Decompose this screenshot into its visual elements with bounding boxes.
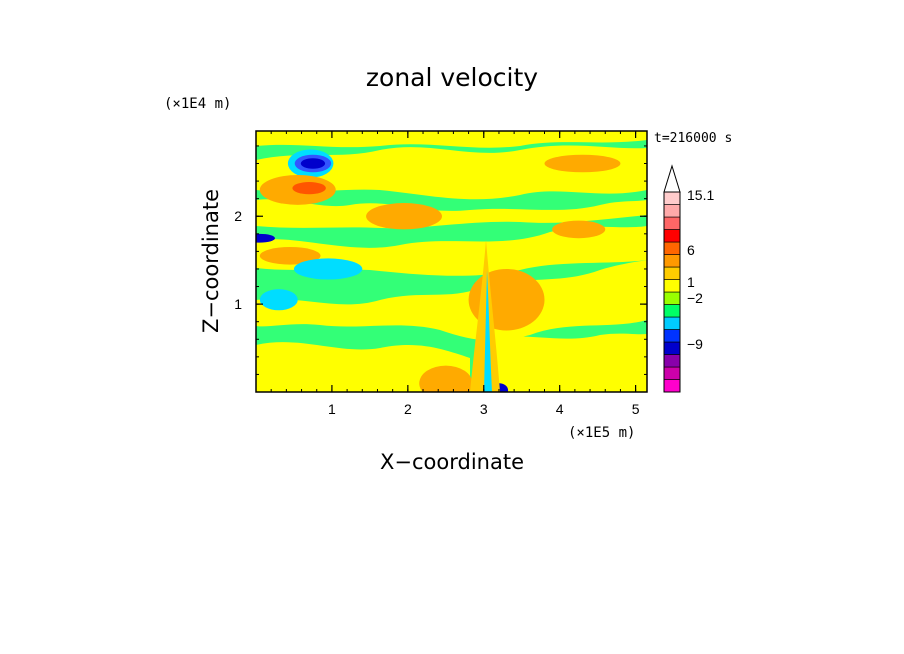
- colorbar-label: 15.1: [687, 187, 714, 203]
- plot-frame: [255, 130, 648, 393]
- colorbar-swatch: [663, 229, 681, 243]
- colorbar-frame: [663, 191, 681, 393]
- colorbar-swatch: [663, 254, 681, 268]
- contour-feature: [552, 220, 606, 239]
- contour-feature: [256, 233, 275, 243]
- contour-band: [256, 199, 647, 229]
- y-tick-label: 2: [234, 208, 242, 224]
- colorbar-swatch: [663, 341, 681, 355]
- x-tick-label: 1: [328, 401, 336, 417]
- contour-band: [256, 342, 470, 392]
- colorbar-label: 1: [687, 274, 695, 290]
- contour-band: [490, 333, 647, 392]
- contour-feature: [544, 154, 621, 173]
- y-axis: 12: [234, 145, 647, 375]
- colorbar-swatch: [663, 329, 681, 343]
- colorbar-swatch: [663, 354, 681, 368]
- x-axis: 1 2 3 4 5: [270, 131, 640, 417]
- contour-band: [256, 260, 647, 341]
- y-tick-label: 1: [234, 296, 242, 312]
- time-label: t=216000 s: [654, 131, 732, 146]
- colorbar-swatch: [663, 204, 681, 218]
- contour-band: [256, 131, 647, 148]
- contour-band: [470, 240, 500, 392]
- x-unit-label: (×1E5 m): [568, 425, 635, 441]
- contour-feature: [419, 365, 473, 392]
- colorbar-label: 6: [687, 242, 695, 258]
- y-axis-label: Z−coordinate: [199, 189, 223, 333]
- x-tick-label: 4: [556, 401, 564, 417]
- contour-feature: [259, 289, 298, 311]
- plot-area: [256, 131, 647, 392]
- contour-band: [256, 145, 647, 200]
- contour-feature: [259, 247, 321, 265]
- colorbar-swatch: [663, 216, 681, 230]
- contour-feature: [300, 158, 326, 169]
- contour-feature: [292, 181, 326, 195]
- x-tick-label: 3: [480, 401, 488, 417]
- colorbar-swatch: [663, 241, 681, 255]
- y-unit-label: (×1E4 m): [164, 96, 231, 112]
- contour-feature: [293, 258, 363, 280]
- colorbar-swatch: [663, 379, 681, 393]
- colorbar-arrow: [663, 164, 681, 193]
- contour-band: [484, 270, 492, 392]
- colorbar-swatch: [663, 191, 681, 205]
- contour-feature: [366, 203, 443, 230]
- chart-title: zonal velocity: [366, 63, 538, 92]
- colorbar-label: −9: [687, 336, 703, 352]
- x-axis-label: X−coordinate: [380, 450, 524, 474]
- contour-features: [256, 149, 621, 392]
- x-tick-label: 2: [404, 401, 412, 417]
- colorbar-swatch: [663, 304, 681, 318]
- colorbar-label: −2: [687, 290, 703, 306]
- colorbar-swatch: [663, 266, 681, 280]
- colorbar: 15.1 6 1−2 −9: [663, 164, 714, 393]
- colorbar-swatch: [663, 279, 681, 293]
- colorbar-swatch: [663, 366, 681, 380]
- colorbar-swatch: [663, 316, 681, 330]
- x-tick-label: 5: [632, 401, 640, 417]
- colorbar-swatch: [663, 291, 681, 305]
